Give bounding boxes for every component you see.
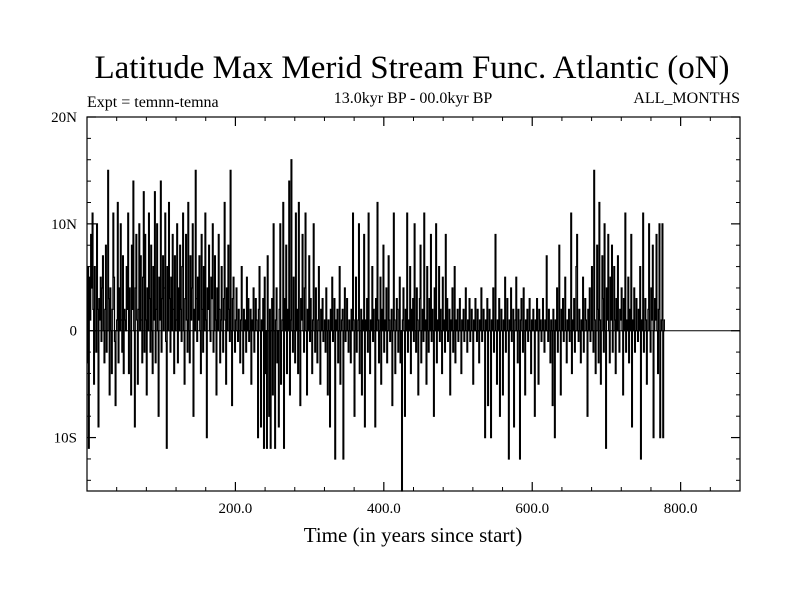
x-tick-label: 200.0 (219, 501, 253, 517)
series-line-latitude_max (87, 159, 666, 492)
x-tick-label: 800.0 (664, 501, 698, 517)
x-tick-label: 600.0 (515, 501, 549, 517)
plot-area: 20N 10N 0 10S 200.0 400.0 600.0 800.0 (51, 110, 741, 517)
y-tick-label: 10S (54, 431, 77, 447)
months-label: ALL_MONTHS (633, 90, 740, 107)
y-tick-label: 0 (70, 324, 78, 340)
x-tick-label: 400.0 (367, 501, 401, 517)
y-tick-label: 10N (51, 217, 77, 233)
x-axis-label: Time (in years since start) (304, 523, 523, 547)
experiment-label: Expt = temnn-temna (87, 94, 219, 111)
chart-title: Latitude Max Merid Stream Func. Atlantic… (94, 50, 729, 86)
period-label: 13.0kyr BP - 00.0kyr BP (334, 90, 493, 107)
y-tick-label: 20N (51, 110, 77, 126)
